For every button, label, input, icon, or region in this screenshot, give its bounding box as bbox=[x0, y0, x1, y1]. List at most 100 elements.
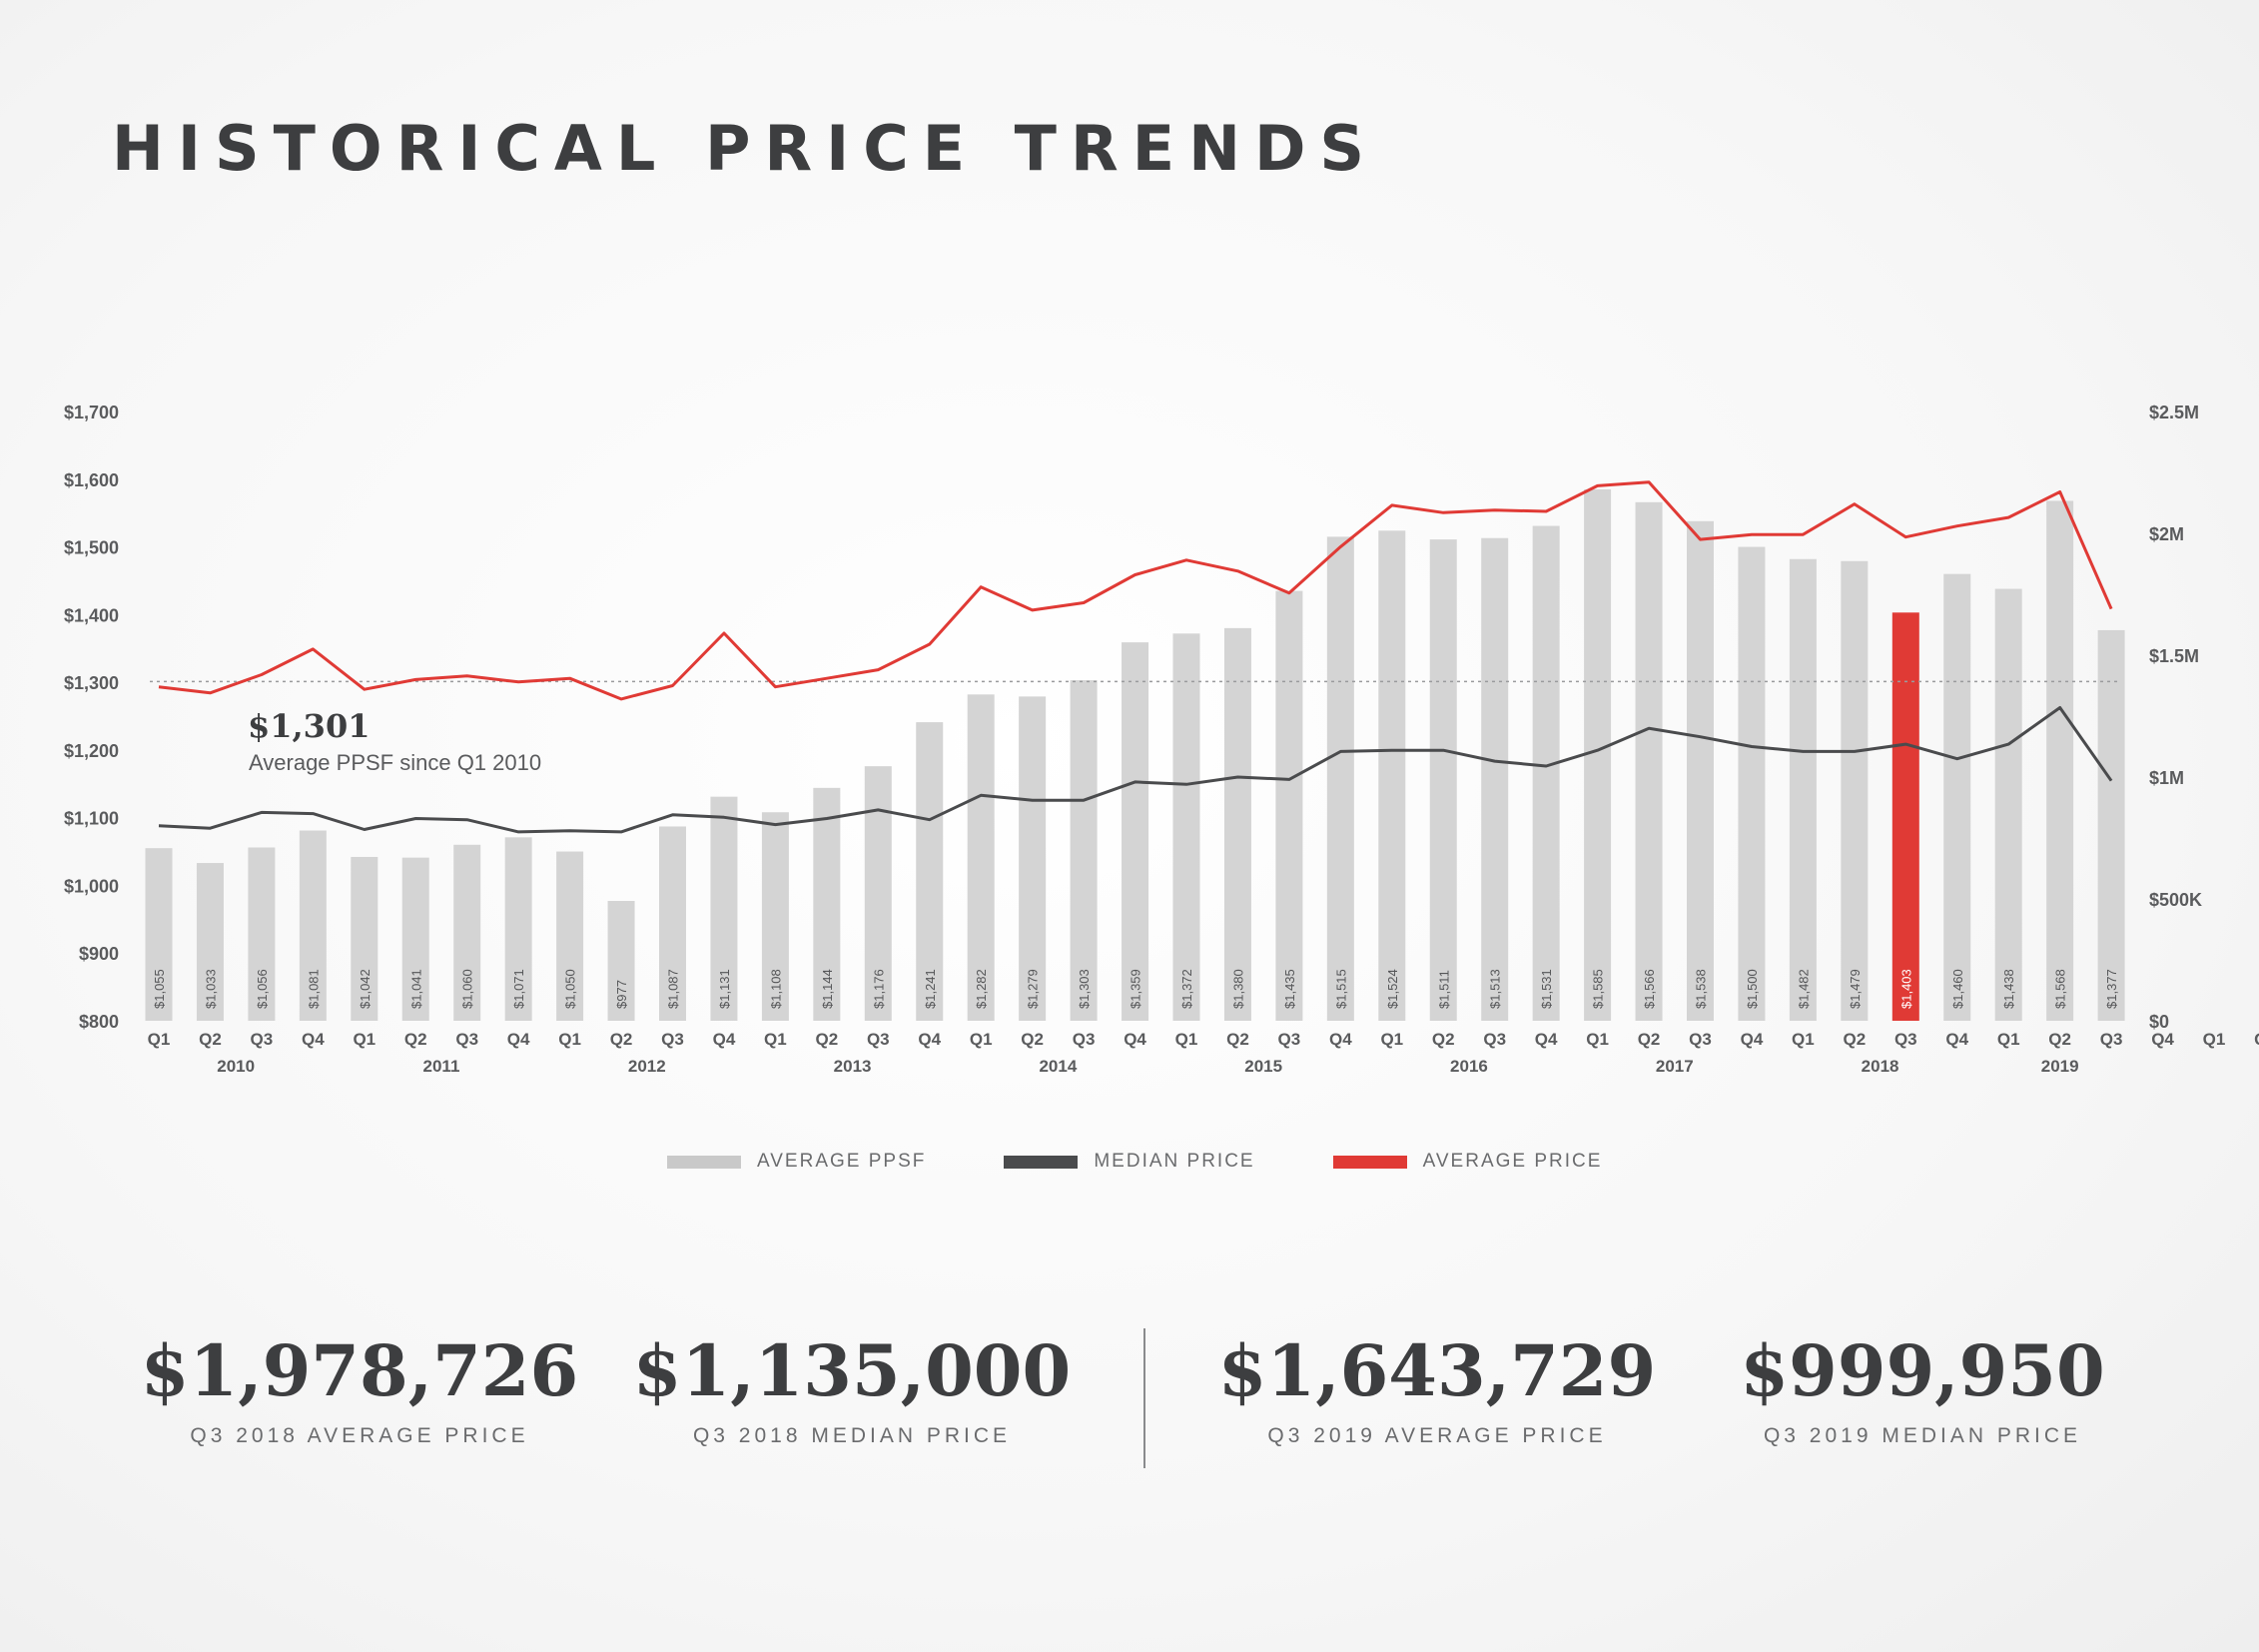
average-price-line bbox=[158, 480, 2113, 701]
left-axis-tick-label: $1,400 bbox=[64, 605, 119, 625]
x-axis-quarter-label: Q3 bbox=[455, 1030, 478, 1049]
x-axis-quarter-label: Q1 bbox=[764, 1030, 787, 1049]
x-axis-quarter-label: Q2 bbox=[2048, 1030, 2071, 1049]
bar-value-label: $1,055 bbox=[152, 969, 167, 1009]
bar-value-label: $1,511 bbox=[1436, 970, 1451, 1009]
ppsf-bar bbox=[1687, 520, 1714, 1021]
right-axis-tick-label: $2.5M bbox=[2149, 403, 2199, 422]
x-axis-quarter-label: Q4 bbox=[1945, 1030, 1968, 1049]
bar-value-label: $1,081 bbox=[306, 969, 321, 1009]
legend-item-median-price: MEDIAN PRICE bbox=[1004, 1151, 1254, 1173]
bar-value-label: $1,279 bbox=[1026, 969, 1041, 1009]
chart-legend: AVERAGE PPSF MEDIAN PRICE AVERAGE PRICE bbox=[667, 1151, 1680, 1173]
bar-value-label: $1,282 bbox=[974, 969, 989, 1009]
ppsf-bar bbox=[1481, 537, 1509, 1021]
bar-value-label: $1,377 bbox=[2104, 969, 2119, 1009]
ppsf-bar bbox=[453, 844, 481, 1021]
x-axis-quarter-label: Q4 bbox=[2151, 1030, 2174, 1049]
bar-value-label: $1,359 bbox=[1129, 969, 1143, 1009]
stat-q3-2018-median-price: $1,135,000 Q3 2018 MEDIAN PRICE bbox=[622, 1336, 1082, 1448]
bar-value-label: $1,479 bbox=[1848, 969, 1863, 1009]
stat-q3-2019-median-price: $999,950 Q3 2019 MEDIAN PRICE bbox=[1693, 1336, 2152, 1448]
bar-value-label: $1,500 bbox=[1745, 969, 1760, 1009]
x-axis-quarter-label: Q1 bbox=[970, 1030, 993, 1049]
bar-value-label: $1,380 bbox=[1230, 969, 1245, 1009]
ppsf-bar bbox=[1070, 680, 1098, 1021]
x-axis-year-label: 2015 bbox=[1244, 1057, 1282, 1076]
ppsf-bar bbox=[1122, 642, 1149, 1021]
bar-value-label: $1,042 bbox=[358, 969, 373, 1009]
x-axis-year-label: 2014 bbox=[1039, 1057, 1077, 1076]
x-axis-quarter-label: Q2 bbox=[1638, 1030, 1661, 1049]
x-axis-quarter-label: Q1 bbox=[148, 1030, 171, 1049]
ppsf-bar bbox=[145, 848, 173, 1021]
ppsf-bar bbox=[710, 796, 738, 1021]
x-axis-quarter-label: Q2 bbox=[199, 1030, 222, 1049]
x-axis-quarter-label: Q1 bbox=[2203, 1030, 2226, 1049]
price-trends-chart: $1,700 $1,600 $1,500 $1,400 $1,300 $1,200 $1,1… bbox=[64, 403, 2259, 1076]
ppsf-bar bbox=[607, 901, 635, 1021]
right-axis-tick-label: $2M bbox=[2149, 524, 2184, 544]
x-axis-quarter-label: Q4 bbox=[1535, 1030, 1558, 1049]
x-axis-quarter-label: Q1 bbox=[1175, 1030, 1198, 1049]
bar-value-label: $1,303 bbox=[1077, 969, 1092, 1009]
ppsf-bar bbox=[504, 837, 532, 1021]
x-axis-quarter-label: Q2 bbox=[2254, 1030, 2259, 1049]
x-axis-quarter-label: Q3 bbox=[1073, 1030, 1096, 1049]
ppsf-bar bbox=[1584, 488, 1612, 1021]
left-axis-tick-label: $1,100 bbox=[64, 809, 119, 829]
bar-value-label: $977 bbox=[614, 980, 629, 1009]
reference-value-label: $1,301 bbox=[248, 707, 370, 745]
bar-value-label: $1,056 bbox=[255, 969, 270, 1009]
legend-swatch-average-ppsf bbox=[667, 1155, 741, 1169]
bar-value-label: $1,513 bbox=[1488, 969, 1503, 1009]
bar-value-label: $1,108 bbox=[768, 969, 783, 1009]
left-axis-tick-label: $1,000 bbox=[64, 876, 119, 896]
stat-label: Q3 2018 MEDIAN PRICE bbox=[692, 1424, 1012, 1447]
bar-value-label: $1,041 bbox=[408, 969, 423, 1009]
ppsf-bar bbox=[1943, 573, 1971, 1021]
right-axis-tick-label: $0 bbox=[2149, 1012, 2169, 1032]
bar-value-label: $1,524 bbox=[1385, 969, 1400, 1009]
ppsf-bar bbox=[916, 722, 944, 1021]
x-axis-quarter-label: Q3 bbox=[2100, 1030, 2123, 1049]
ppsf-bar bbox=[1532, 525, 1560, 1021]
ppsf-bar bbox=[556, 851, 584, 1021]
stat-value: $1,135,000 bbox=[632, 1329, 1072, 1412]
bar-value-label: $1,585 bbox=[1591, 969, 1606, 1009]
bar-value-label: $1,087 bbox=[666, 969, 681, 1009]
ppsf-bar bbox=[1841, 560, 1869, 1021]
stat-label: Q3 2018 AVERAGE PRICE bbox=[190, 1424, 529, 1447]
x-axis-year-label: 2016 bbox=[1450, 1057, 1488, 1076]
ppsf-bar bbox=[2046, 500, 2074, 1021]
ppsf-bar bbox=[659, 826, 686, 1021]
ppsf-bar bbox=[196, 863, 224, 1021]
bar-value-label: $1,071 bbox=[511, 969, 526, 1009]
x-axis-quarter-label: Q2 bbox=[1844, 1030, 1867, 1049]
ppsf-bar bbox=[1891, 612, 1919, 1021]
x-axis-quarter-label: Q3 bbox=[1894, 1030, 1917, 1049]
x-axis-quarter-label: Q3 bbox=[1689, 1030, 1712, 1049]
x-axis-quarter-label: Q1 bbox=[1792, 1030, 1815, 1049]
legend-label-average-price: AVERAGE PRICE bbox=[1422, 1151, 1603, 1172]
ppsf-bar bbox=[761, 812, 789, 1021]
x-axis-quarter-label: Q2 bbox=[816, 1030, 839, 1049]
bar-value-label: $1,144 bbox=[820, 969, 835, 1009]
x-axis-quarter-label: Q4 bbox=[1124, 1030, 1146, 1049]
ppsf-bar bbox=[2097, 629, 2125, 1021]
ppsf-bar bbox=[1994, 588, 2022, 1021]
x-axis-quarter-label: Q1 bbox=[353, 1030, 376, 1049]
left-axis-tick-label: $1,500 bbox=[64, 538, 119, 558]
bar-value-label: $1,033 bbox=[203, 969, 218, 1009]
x-axis-quarter-label: Q3 bbox=[1483, 1030, 1506, 1049]
x-axis-year-label: 2018 bbox=[1862, 1057, 1899, 1076]
ppsf-bar bbox=[1738, 546, 1766, 1021]
bar-value-label: $1,403 bbox=[1898, 969, 1913, 1009]
left-axis-tick-label: $1,700 bbox=[64, 403, 119, 422]
left-axis-tick-label: $1,300 bbox=[64, 673, 119, 693]
right-axis-tick-label: $1.5M bbox=[2149, 646, 2199, 666]
ppsf-bar bbox=[351, 856, 378, 1021]
stat-label: Q3 2019 MEDIAN PRICE bbox=[1763, 1424, 2082, 1447]
x-axis-year-label: 2013 bbox=[834, 1057, 872, 1076]
legend-label-median-price: MEDIAN PRICE bbox=[1094, 1151, 1255, 1172]
